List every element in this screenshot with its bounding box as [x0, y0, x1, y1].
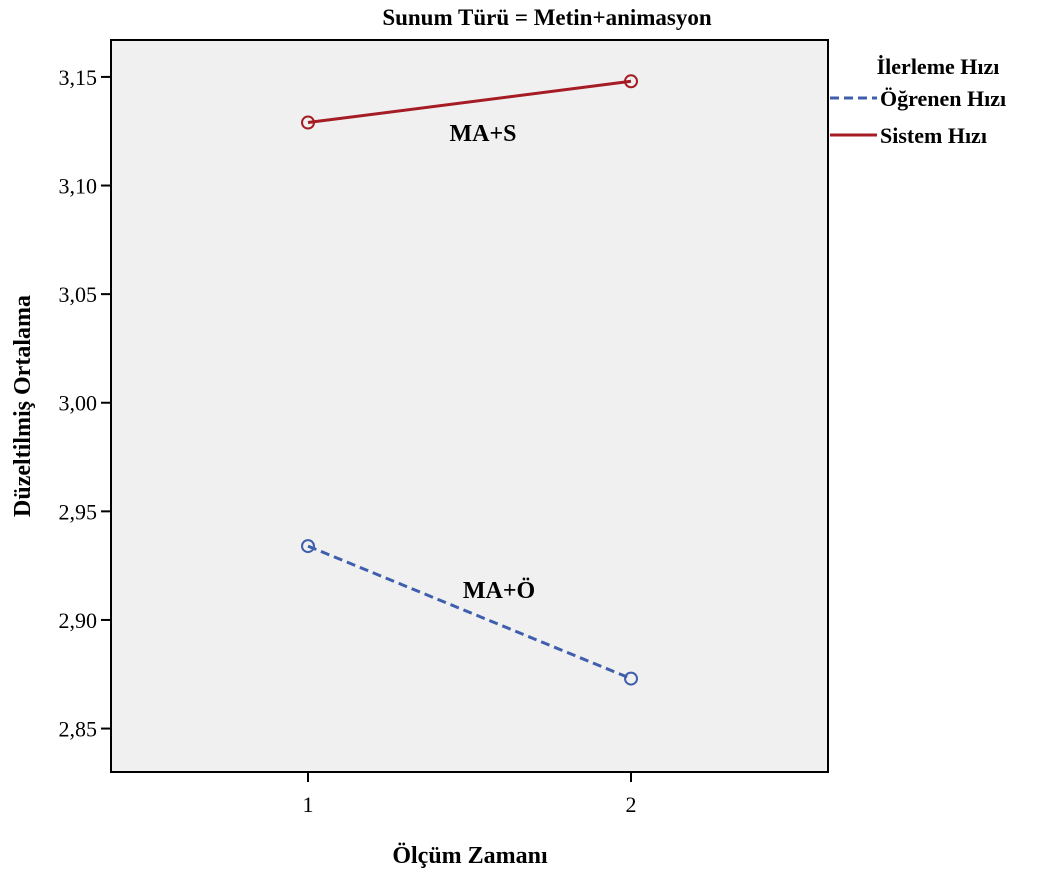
data-point: [624, 74, 638, 89]
y-tick-label: 2,95: [59, 499, 98, 524]
plot-area: [110, 39, 829, 773]
legend-items: Öğrenen Hızı Sistem Hızı: [830, 86, 1006, 148]
data-point: [624, 671, 638, 686]
y-tick-label: 3,05: [59, 282, 98, 307]
y-tick-label: 2,90: [59, 608, 98, 633]
data-point: [301, 539, 315, 554]
x-axis-title: Ölçüm Zamanı: [392, 843, 548, 869]
y-axis: 2,85 2,90 2,95 3,00 3,05 3,10 3,15: [59, 65, 111, 742]
series-line-sistem-hizi: [307, 79, 632, 125]
y-tick-label: 3,15: [59, 65, 98, 90]
data-point: [301, 115, 315, 130]
legend-label: Öğrenen Hızı: [880, 86, 1006, 111]
x-tick-label: 1: [303, 792, 314, 817]
chart-title: Sunum Türü = Metin+animasyon: [382, 5, 712, 30]
series-annotation: MA+Ö: [463, 578, 535, 604]
legend: İlerleme Hızı Öğrenen Hızı Sistem Hızı: [830, 54, 1006, 148]
series-group: MA+Ö MA+S: [301, 74, 638, 686]
legend-title: İlerleme Hızı: [877, 54, 1000, 79]
x-tick-label: 2: [626, 792, 637, 817]
series-line-ogrenen-hizi: [307, 544, 632, 680]
series-annotation: MA+S: [449, 121, 516, 147]
legend-label: Sistem Hızı: [880, 123, 987, 148]
y-axis-title: Düzeltilmiş Ortalama: [10, 295, 36, 517]
y-tick-label: 3,00: [59, 391, 98, 416]
y-tick-label: 2,85: [59, 717, 98, 742]
y-tick-label: 3,10: [59, 174, 98, 199]
